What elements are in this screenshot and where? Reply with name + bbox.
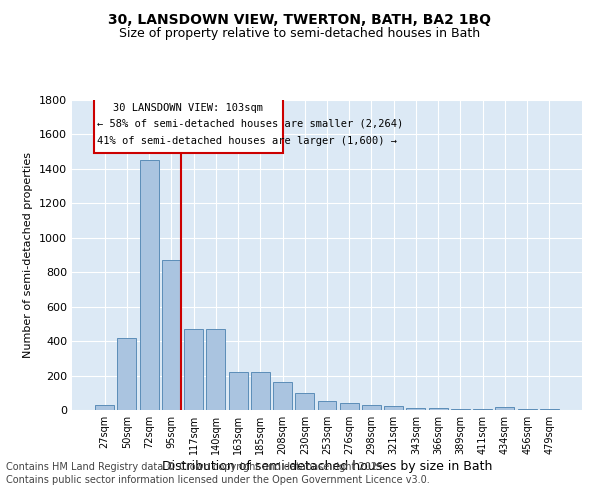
X-axis label: Distribution of semi-detached houses by size in Bath: Distribution of semi-detached houses by … — [162, 460, 492, 473]
Y-axis label: Number of semi-detached properties: Number of semi-detached properties — [23, 152, 34, 358]
Bar — [251, 372, 270, 410]
Bar — [273, 382, 292, 410]
Bar — [317, 400, 337, 410]
Bar — [295, 393, 314, 410]
Bar — [140, 160, 158, 410]
Bar — [162, 260, 181, 410]
Bar — [118, 338, 136, 410]
Bar — [184, 329, 203, 410]
Bar — [518, 409, 536, 410]
Bar — [206, 329, 225, 410]
Bar — [94, 96, 283, 154]
Text: 30, LANSDOWN VIEW, TWERTON, BATH, BA2 1BQ: 30, LANSDOWN VIEW, TWERTON, BATH, BA2 1B… — [109, 12, 491, 26]
Text: Size of property relative to semi-detached houses in Bath: Size of property relative to semi-detach… — [119, 28, 481, 40]
Bar — [95, 405, 114, 410]
Text: 30 LANSDOWN VIEW: 103sqm: 30 LANSDOWN VIEW: 103sqm — [113, 104, 263, 114]
Bar — [473, 409, 492, 410]
Bar — [362, 405, 381, 410]
Text: Contains HM Land Registry data © Crown copyright and database right 2025.: Contains HM Land Registry data © Crown c… — [6, 462, 386, 472]
Bar — [429, 408, 448, 410]
Text: Contains public sector information licensed under the Open Government Licence v3: Contains public sector information licen… — [6, 475, 430, 485]
Bar — [496, 407, 514, 410]
Text: ← 58% of semi-detached houses are smaller (2,264): ← 58% of semi-detached houses are smalle… — [97, 119, 403, 129]
Bar — [340, 403, 359, 410]
Text: 41% of semi-detached houses are larger (1,600) →: 41% of semi-detached houses are larger (… — [97, 136, 397, 146]
Bar — [451, 409, 470, 410]
Bar — [384, 406, 403, 410]
Bar — [406, 408, 425, 410]
Bar — [229, 372, 248, 410]
